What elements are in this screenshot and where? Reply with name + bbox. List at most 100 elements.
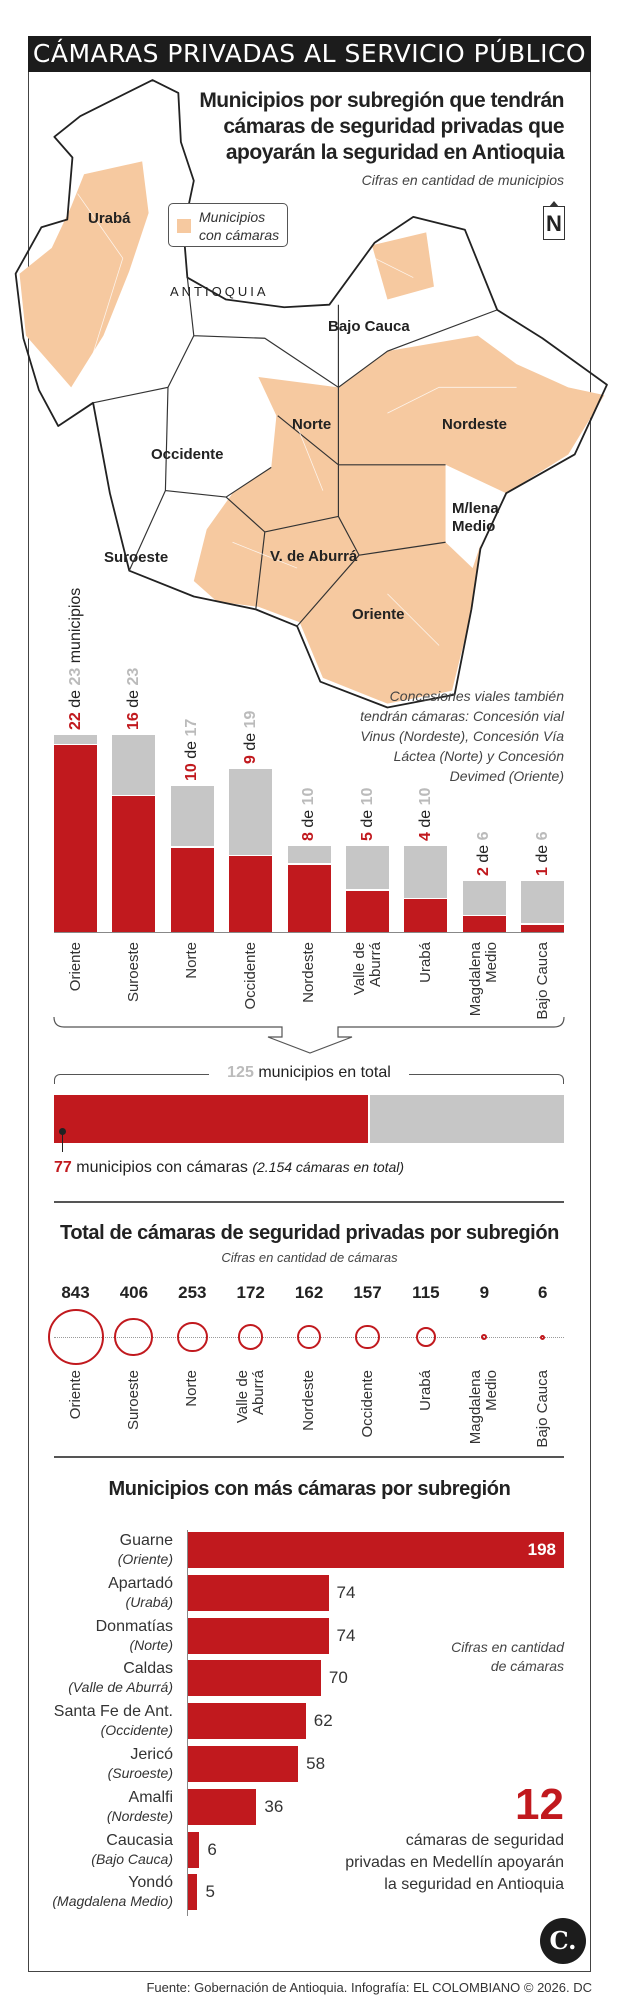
map-subtitle: Cifras en cantidad de municipios (361, 172, 564, 188)
municipio-label: Caucasia (Bajo Cauca) (23, 1831, 173, 1869)
municipio-region: (Oriente) (117, 1551, 173, 1567)
category-label: Bajo Cauca (533, 942, 551, 1020)
medellin-count: 12 (515, 1780, 564, 1829)
municipio-region: (Occidente) (100, 1722, 173, 1739)
municipio-name: Donmatías (95, 1617, 173, 1635)
bar-with-cameras (54, 745, 97, 932)
connector: de (66, 685, 84, 713)
bubble (540, 1334, 546, 1340)
map-label-occidente: Occidente (151, 446, 224, 463)
with-cameras-value: 77 (54, 1159, 72, 1176)
value-with-cameras: 1 (533, 866, 551, 876)
bubble (355, 1324, 380, 1350)
municipio-label: Guarne (Oriente) (23, 1531, 173, 1569)
municipio-label: Donmatías (Norte) (23, 1617, 173, 1655)
municipio-region: (Nordeste) (106, 1807, 173, 1824)
value-with-cameras: 9 (241, 755, 259, 765)
municipio-bar (188, 1788, 257, 1825)
bar-value-label: 9 de 19 (242, 711, 260, 764)
bar-value-label: 22 de 23 municipios (67, 588, 85, 730)
value-total: 10 (300, 787, 318, 806)
bubble-value: 406 (119, 1283, 149, 1302)
bar-value-label: 16 de 23 (125, 668, 143, 730)
map-label-uraba: Urabá (88, 210, 131, 227)
bar-total (54, 735, 97, 744)
map-label-nordeste: Nordeste (442, 416, 508, 433)
el-colombiano-logo: C. (540, 1918, 586, 1964)
map-region-uraba-fill (19, 161, 149, 388)
concessions-note: Concesiones viales también tendrán cámar… (360, 686, 564, 786)
connector: de (358, 805, 376, 833)
note-line: tendrán cámaras: Concesión vial (360, 708, 564, 724)
value-with-cameras: 16 (124, 712, 142, 730)
category-label: Nordeste (300, 942, 318, 1003)
antioquia-map (14, 79, 608, 709)
connector: de (241, 728, 259, 756)
legend-label: con cámaras (199, 227, 280, 243)
bar-with-cameras (404, 899, 448, 932)
value-total: 19 (241, 710, 259, 729)
municipio-value: 198 (527, 1540, 556, 1559)
category-label: Valle de Aburrá (350, 942, 384, 996)
bar-total (229, 769, 273, 855)
municipio-value: 6 (207, 1839, 217, 1859)
map-label-bajo-cauca: Bajo Cauca (328, 318, 410, 335)
bar-with-cameras (462, 916, 506, 932)
logo-text: C. (549, 1926, 577, 1955)
bar-total (287, 846, 331, 864)
connector: de (416, 805, 434, 833)
municipio-region: (Suroeste) (107, 1765, 173, 1781)
bubble-category-label: Suroeste (124, 1370, 142, 1431)
category-label: Suroeste (124, 942, 142, 1003)
caption-line: cámaras de seguridad (405, 1832, 564, 1849)
municipio-region: (Bajo Cauca) (91, 1850, 173, 1867)
municipio-bar (188, 1703, 306, 1740)
bubble-category-label: Bajo Cauca (533, 1370, 551, 1448)
baseline (54, 932, 564, 933)
bubble-category-label: Nordeste (300, 1370, 318, 1431)
map-outline (14, 79, 608, 709)
bubble (114, 1317, 154, 1357)
municipio-value: 36 (264, 1796, 284, 1816)
bar-total (404, 846, 448, 898)
bubble-chart-title: Total de cámaras de seguridad privadas p… (60, 1222, 559, 1244)
category-label: Occidente (241, 942, 259, 1010)
bar-with-cameras (521, 924, 565, 932)
note-line: Devimed (Oriente) (449, 768, 564, 784)
value-total: 6 (533, 831, 551, 840)
legend-swatch (177, 219, 191, 233)
bubble-value: 115 (412, 1283, 440, 1302)
total-value: 125 (227, 1064, 254, 1081)
municipio-bar (188, 1746, 299, 1782)
bubble-category-label: Norte (183, 1370, 201, 1407)
category-label: Urabá (416, 942, 434, 983)
category-label: Magdalena Medio (467, 942, 501, 1017)
connector: de (124, 685, 142, 713)
connector: de (475, 840, 493, 867)
bubble-value: 6 (537, 1283, 548, 1302)
note-line: de cámaras (490, 1658, 564, 1674)
municipio-region: (Valle de Aburrá) (68, 1679, 173, 1696)
municipio-label: Yondó (Magdalena Medio) (23, 1873, 173, 1911)
municipio-name: Apartadó (108, 1574, 173, 1592)
municipio-label: Santa Fe de Ant. (Occidente) (23, 1702, 173, 1740)
total-bracket: 125 municipios en total (54, 1064, 564, 1084)
bubble-value: 162 (294, 1283, 324, 1302)
municipio-region: (Norte) (129, 1636, 173, 1653)
bubble (481, 1334, 488, 1340)
municipio-bar (188, 1532, 564, 1568)
note-line: Láctea (Norte) y Concesión (393, 748, 564, 764)
map-heading-line: cámaras de seguridad privadas que (223, 115, 564, 138)
bubble-category-label: Occidente (358, 1370, 376, 1438)
map-label-line: M/lena (452, 500, 499, 517)
bar-total (346, 846, 389, 890)
municipio-value: 74 (336, 1582, 356, 1602)
connector: de (183, 736, 201, 764)
value-total: 23 (124, 667, 142, 686)
with-cameras-bar (54, 1095, 369, 1143)
municipio-bar (188, 1831, 200, 1868)
legend-label: Municipios (199, 209, 266, 225)
bubble-category-label: Valle de Aburrá (233, 1370, 267, 1424)
value-suffix: municipios (66, 587, 84, 668)
brace-arrow (53, 1016, 565, 1054)
